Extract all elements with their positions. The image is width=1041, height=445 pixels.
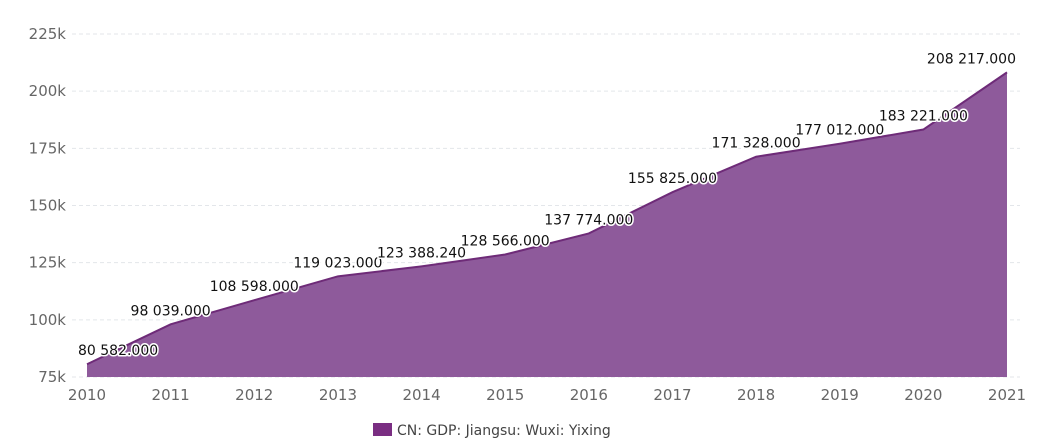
x-tick-label: 2014: [402, 386, 440, 404]
x-tick-label: 2010: [68, 386, 106, 404]
data-label: 177 012.000: [795, 123, 884, 139]
x-tick-label: 2018: [737, 386, 775, 404]
y-tick-label: 225k: [29, 25, 67, 43]
legend[interactable]: CN: GDP: Jiangsu: Wuxi: Yixing: [373, 423, 611, 439]
legend-label[interactable]: CN: GDP: Jiangsu: Wuxi: Yixing: [397, 423, 611, 439]
x-tick-label: 2016: [570, 386, 608, 404]
y-tick-label: 200k: [29, 82, 67, 100]
series-line: [86, 71, 1008, 366]
data-label: 128 566.000: [461, 234, 550, 250]
y-tick-label: 75k: [38, 368, 66, 386]
data-label: 208 217.000: [927, 51, 1016, 67]
area-fill: [87, 72, 1007, 377]
data-label: 108 598.000: [210, 279, 299, 295]
data-label: 80 582.000: [78, 343, 158, 359]
data-label: 123 388.240: [377, 245, 466, 261]
x-tick-label: 2021: [988, 386, 1026, 404]
x-tick-label: 2012: [235, 386, 273, 404]
y-tick-label: 125k: [29, 254, 67, 272]
x-tick-label: 2017: [653, 386, 691, 404]
data-label: 98 039.000: [131, 303, 211, 319]
data-label: 155 825.000: [628, 171, 717, 187]
x-axis: 2010 2011 2012 2013 2014 2015 2016 2017 2018 2019…: [68, 386, 1026, 404]
data-label: 171 328.000: [712, 136, 801, 152]
series-area: [86, 71, 1008, 377]
y-tick-label: 150k: [29, 197, 67, 215]
data-labels: 80 582.000 98 039.000 108 598.000 119 023.0…: [77, 50, 1018, 361]
y-tick-label: 175k: [29, 139, 67, 157]
x-tick-label: 2013: [319, 386, 357, 404]
legend-swatch[interactable]: [373, 423, 392, 436]
x-tick-label: 2011: [152, 386, 190, 404]
x-tick-label: 2015: [486, 386, 524, 404]
data-label: 137 774.000: [544, 212, 633, 228]
data-label: 119 023.000: [293, 255, 382, 271]
x-tick-label: 2019: [821, 386, 859, 404]
x-tick-label: 2020: [904, 386, 942, 404]
y-axis: 75k 100k 125k 150k 175k 200k 225k: [29, 25, 67, 386]
data-label: 183 221.000: [879, 109, 968, 125]
y-tick-label: 100k: [29, 311, 67, 329]
